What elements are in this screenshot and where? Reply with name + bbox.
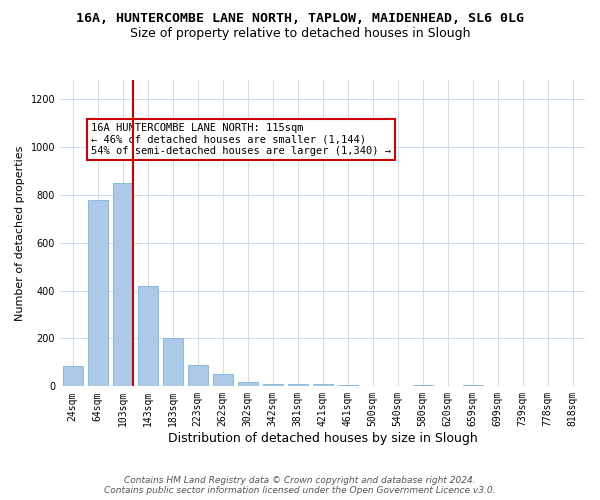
Bar: [188, 365, 208, 386]
Bar: [212, 374, 233, 386]
Bar: [62, 366, 83, 386]
Bar: [113, 183, 133, 386]
Bar: [238, 382, 257, 386]
Text: 16A, HUNTERCOMBE LANE NORTH, TAPLOW, MAIDENHEAD, SL6 0LG: 16A, HUNTERCOMBE LANE NORTH, TAPLOW, MAI…: [76, 12, 524, 26]
Text: 16A HUNTERCOMBE LANE NORTH: 115sqm
← 46% of detached houses are smaller (1,144)
: 16A HUNTERCOMBE LANE NORTH: 115sqm ← 46%…: [91, 123, 391, 156]
Bar: [413, 385, 433, 386]
Bar: [338, 385, 358, 386]
Bar: [263, 384, 283, 386]
Bar: [163, 338, 182, 386]
Bar: [287, 384, 308, 386]
Y-axis label: Number of detached properties: Number of detached properties: [15, 146, 25, 321]
Bar: [88, 200, 107, 386]
Bar: [463, 385, 482, 386]
Bar: [137, 286, 158, 386]
Text: Contains HM Land Registry data © Crown copyright and database right 2024.
Contai: Contains HM Land Registry data © Crown c…: [104, 476, 496, 495]
X-axis label: Distribution of detached houses by size in Slough: Distribution of detached houses by size …: [167, 432, 478, 445]
Text: Size of property relative to detached houses in Slough: Size of property relative to detached ho…: [130, 28, 470, 40]
Bar: [313, 384, 332, 386]
